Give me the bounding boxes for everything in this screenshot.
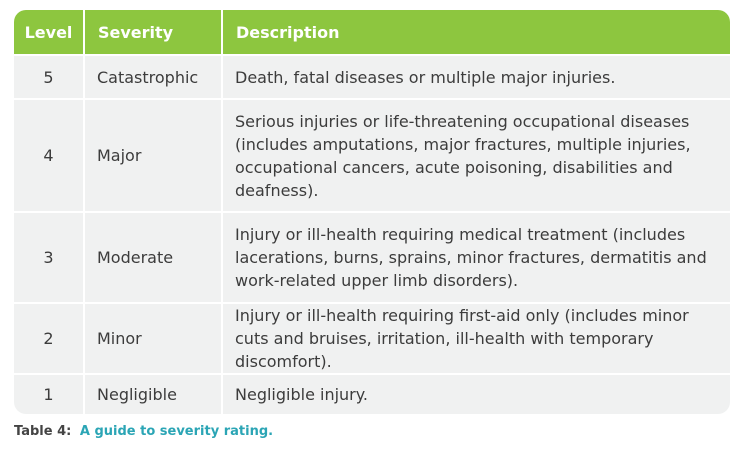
row: 5 Catastrophic Death, fatal diseases or …: [14, 54, 730, 99]
caption-label: Table 4:: [14, 424, 72, 439]
severity-cell: Moderate: [83, 211, 222, 303]
level-cell: 1: [14, 373, 84, 414]
caption: Table 4: A guide to severity rating.: [14, 424, 273, 439]
row: 3 Moderate Injury or ill-health requirin…: [14, 211, 730, 303]
header-cell: Level: [14, 10, 84, 55]
level-cell: 2: [14, 302, 84, 374]
description-cell: Injury or ill-health requiring first-aid…: [221, 302, 730, 374]
level-cell: 4: [14, 98, 84, 212]
row: 4 Major Serious injuries or life-threate…: [14, 98, 730, 212]
row: 2 Minor Injury or ill-health requiring f…: [14, 302, 730, 374]
severity-table: Level Severity Description 5 Catastrophi…: [14, 10, 730, 414]
level-cell: 3: [14, 211, 84, 303]
header-cell: Description: [221, 10, 730, 55]
description-cell: Serious injuries or life-threatening occ…: [221, 98, 730, 212]
caption-text: A guide to severity rating.: [79, 424, 274, 439]
description-cell: Negligible injury.: [221, 373, 730, 414]
description-cell: Death, fatal diseases or multiple major …: [221, 54, 730, 99]
severity-cell: Negligible: [83, 373, 222, 414]
row: 1 Negligible Negligible injury.: [14, 373, 730, 414]
severity-cell: Catastrophic: [83, 54, 222, 99]
level-cell: 5: [14, 54, 84, 99]
severity-cell: Major: [83, 98, 222, 212]
header-row: Level Severity Description: [14, 10, 730, 55]
table-frame: Level Severity Description 5 Catastrophi…: [14, 10, 730, 414]
description-cell: Injury or ill-health requiring medical t…: [221, 211, 730, 303]
header-cell: Severity: [83, 10, 222, 55]
severity-cell: Minor: [83, 302, 222, 374]
